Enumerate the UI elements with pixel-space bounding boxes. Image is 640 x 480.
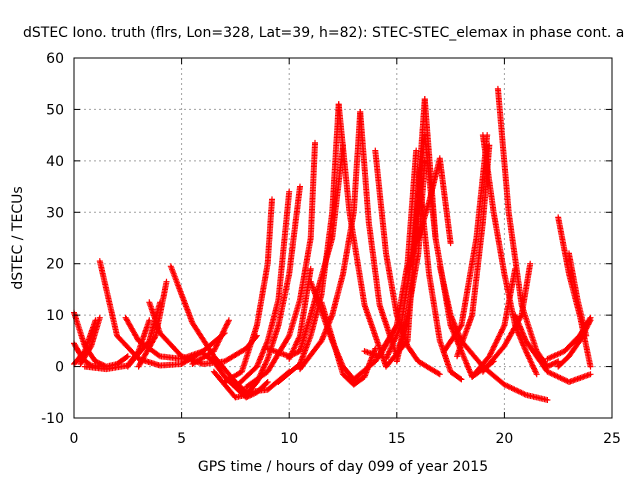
x-tick-label: 25 — [603, 431, 621, 447]
data-point-markers — [221, 196, 275, 385]
data-series — [189, 317, 232, 367]
data-series — [566, 250, 590, 339]
data-point-markers — [404, 155, 454, 272]
y-tick-label: 0 — [55, 360, 64, 376]
data-series — [135, 278, 170, 370]
data-series — [232, 188, 293, 391]
data-points — [71, 85, 594, 403]
data-series — [286, 265, 314, 362]
data-point-markers — [210, 183, 303, 401]
x-axis-label: GPS time / hours of day 099 of year 2015 — [198, 459, 488, 475]
data-series — [318, 299, 379, 388]
data-point-markers — [566, 250, 590, 339]
y-tick-label: 40 — [46, 154, 64, 170]
data-series — [77, 314, 103, 367]
x-tick-label: 20 — [495, 431, 513, 447]
data-point-markers — [135, 278, 170, 370]
data-point-markers — [479, 260, 534, 375]
data-series — [243, 139, 318, 391]
x-tick-label: 10 — [280, 431, 298, 447]
y-tick-label: 60 — [46, 51, 64, 67]
data-series — [469, 265, 519, 380]
x-tick-label: 0 — [70, 431, 79, 447]
y-tick-label: 20 — [46, 257, 64, 273]
y-tick-label: 10 — [46, 308, 64, 324]
data-point-markers — [361, 147, 420, 360]
data-series — [494, 85, 562, 370]
plot-frame — [73, 57, 613, 419]
data-point-markers — [469, 265, 519, 380]
data-point-markers — [512, 312, 594, 385]
y-axis-label: dSTEC / TECUs — [10, 186, 26, 289]
x-tick-label: 5 — [177, 431, 186, 447]
y-tick-label: -10 — [41, 411, 64, 427]
data-series — [404, 155, 454, 272]
data-series — [210, 183, 303, 401]
data-point-markers — [286, 265, 314, 362]
axis-ticks: 0 5 10 15 20 25 -10 0 10 20 30 40 50 60 — [41, 51, 621, 447]
data-point-markers — [318, 299, 379, 388]
x-tick-label: 15 — [388, 431, 406, 447]
y-tick-label: 50 — [46, 102, 64, 118]
data-series — [512, 312, 594, 385]
data-point-markers — [494, 85, 562, 370]
data-point-markers — [243, 139, 318, 391]
data-series — [221, 196, 275, 385]
data-point-markers — [77, 314, 103, 367]
data-point-markers — [189, 317, 232, 367]
chart-title: dSTEC Iono. truth (flrs, Lon=328, Lat=39… — [23, 25, 624, 41]
data-point-markers — [232, 188, 293, 391]
data-series — [479, 260, 534, 375]
y-tick-label: 30 — [46, 205, 64, 221]
data-series — [361, 147, 420, 360]
